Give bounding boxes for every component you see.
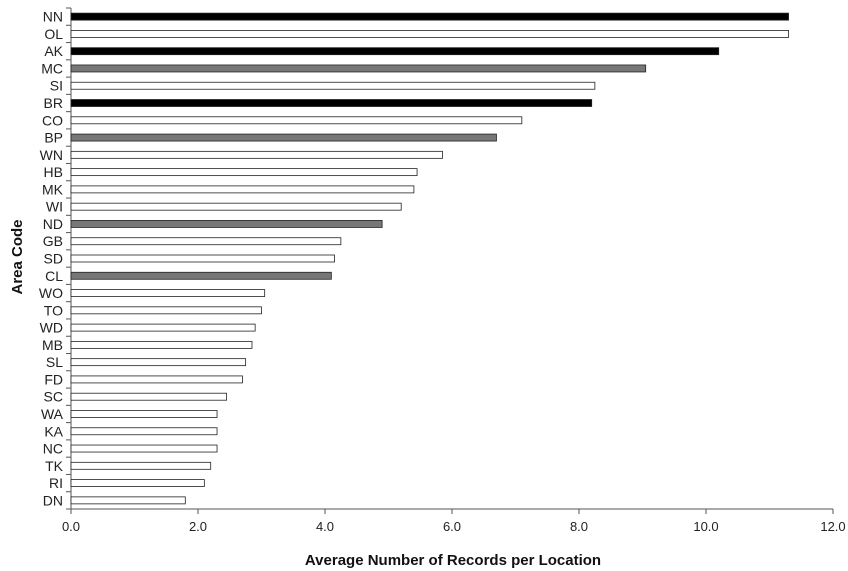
bar-nc bbox=[70, 444, 218, 453]
bar-bp bbox=[70, 133, 497, 142]
category-label-wn: WN bbox=[40, 147, 63, 163]
category-label-mc: MC bbox=[41, 60, 63, 76]
category-label-dn: DN bbox=[43, 492, 63, 508]
bar-nn bbox=[70, 12, 789, 21]
bar-hb bbox=[70, 168, 418, 177]
category-label-nc: NC bbox=[43, 441, 63, 457]
category-label-ol: OL bbox=[44, 26, 63, 42]
category-label-mk: MK bbox=[42, 181, 64, 197]
bar-ri bbox=[70, 479, 205, 487]
bar-dn bbox=[70, 496, 186, 505]
bar-sl bbox=[70, 358, 247, 367]
bar-si bbox=[70, 81, 596, 90]
category-label-nd: ND bbox=[43, 216, 63, 232]
category-label-nn: NN bbox=[43, 9, 63, 25]
x-tick-label: 4.0 bbox=[316, 519, 334, 534]
category-label-tk: TK bbox=[45, 458, 64, 474]
bar-to bbox=[70, 306, 262, 315]
bar-sd bbox=[70, 254, 335, 263]
x-tick-label: 8.0 bbox=[570, 519, 588, 534]
category-label-bp: BP bbox=[44, 130, 63, 146]
bar-br bbox=[70, 99, 593, 107]
chart-bars bbox=[70, 12, 789, 505]
bar-ak bbox=[70, 47, 720, 56]
x-axis-title: Average Number of Records per Location bbox=[305, 552, 601, 569]
category-label-mb: MB bbox=[42, 337, 63, 353]
x-tick-label: 6.0 bbox=[443, 519, 461, 534]
x-tick-label: 2.0 bbox=[189, 519, 207, 534]
category-label-sl: SL bbox=[46, 354, 63, 370]
bar-wa bbox=[70, 410, 218, 418]
x-tick-label: 0.0 bbox=[62, 519, 80, 534]
x-tick-label: 10.0 bbox=[693, 519, 718, 534]
bar-wd bbox=[70, 323, 256, 332]
category-label-gb: GB bbox=[43, 233, 63, 249]
bar-nd bbox=[70, 220, 383, 228]
category-label-br: BR bbox=[44, 95, 63, 111]
category-label-wo: WO bbox=[39, 285, 63, 301]
bar-mc bbox=[70, 64, 647, 73]
category-label-hb: HB bbox=[44, 164, 63, 180]
bar-wo bbox=[70, 289, 266, 297]
category-label-cl: CL bbox=[45, 268, 63, 284]
category-label-ri: RI bbox=[49, 475, 63, 491]
bar-ol bbox=[70, 30, 789, 38]
y-axis-title: Area Code bbox=[9, 219, 26, 294]
category-label-ak: AK bbox=[44, 43, 63, 59]
bar-mb bbox=[70, 340, 253, 349]
category-label-si: SI bbox=[50, 78, 63, 94]
category-label-to: TO bbox=[44, 302, 63, 318]
category-label-sc: SC bbox=[44, 389, 63, 405]
bar-ka bbox=[70, 427, 218, 436]
bar-gb bbox=[70, 237, 342, 246]
bar-sc bbox=[70, 392, 227, 401]
category-label-fd: FD bbox=[44, 371, 63, 387]
bar-tk bbox=[70, 461, 212, 470]
bar-cl bbox=[70, 271, 332, 280]
bar-co bbox=[70, 116, 523, 125]
bar-mk bbox=[70, 185, 415, 194]
bar-fd bbox=[70, 375, 243, 384]
category-label-wa: WA bbox=[41, 406, 64, 422]
x-tick-labels: 0.0 2.0 4.0 6.0 8.0 10.0 12.0 bbox=[62, 519, 846, 534]
category-label-ka: KA bbox=[44, 423, 63, 439]
bar-wi bbox=[70, 202, 402, 211]
bar-wn bbox=[70, 150, 443, 159]
x-tick-label: 12.0 bbox=[820, 519, 845, 534]
category-label-sd: SD bbox=[44, 251, 63, 267]
category-label-co: CO bbox=[42, 112, 63, 128]
category-label-wd: WD bbox=[40, 320, 63, 336]
category-label-wi: WI bbox=[46, 199, 63, 215]
